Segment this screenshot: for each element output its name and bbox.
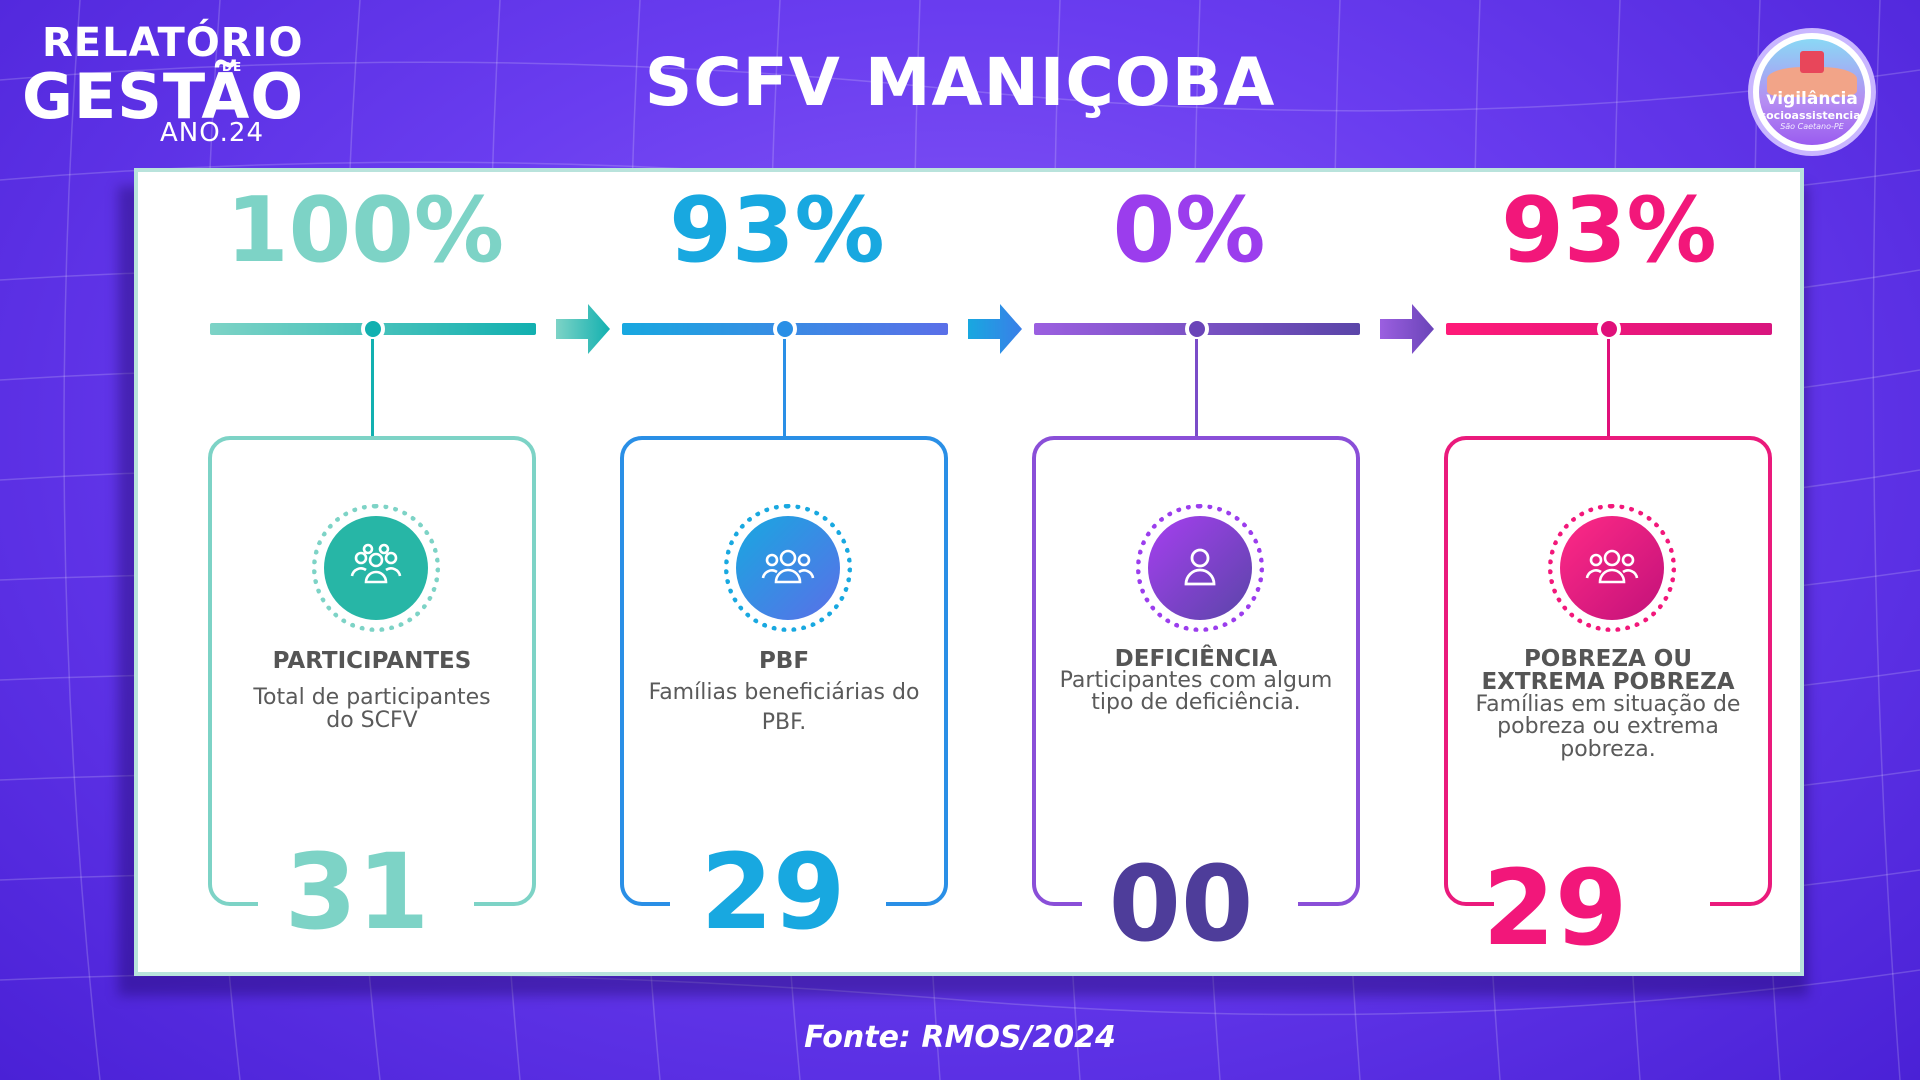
card-pbf: PBF Famílias beneficiárias do PBF. (620, 436, 948, 908)
icon-inner (1560, 516, 1664, 620)
percent-participantes: 100% (225, 178, 505, 283)
source-footer: Fonte: RMOS/2024 (804, 1020, 1116, 1055)
icon-inner (324, 516, 428, 620)
timeline-stem-pobreza (1607, 339, 1610, 439)
card-gap (1494, 898, 1710, 908)
page-title: SCFV MANIÇOBA (644, 44, 1276, 121)
card-gap (670, 898, 886, 908)
icon-badge-deficiencia (1136, 504, 1264, 632)
house-icon (1800, 51, 1824, 73)
logo-city: São Caetano-PE (1780, 122, 1844, 131)
card-title-participantes: PARTICIPANTES (272, 648, 472, 674)
brand-gestao: GESTÃO (22, 60, 305, 133)
vigilancia-logo: vigilância socioassistencial São Caetano… (1748, 28, 1876, 156)
timeline-node-participantes (361, 317, 385, 341)
card-deficiencia: DEFICIÊNCIA Participantes com algum tipo… (1032, 436, 1360, 908)
timeline-stem-participantes (371, 339, 374, 439)
report-brand: RELATÓRIO DE GESTÃO ANO.24 (22, 18, 312, 148)
icon-badge-pobreza (1548, 504, 1676, 632)
count-participantes: 31 (284, 831, 430, 953)
group-icon (761, 549, 815, 584)
card-desc-pobreza: Famílias em situação de pobreza ou extre… (1475, 692, 1741, 762)
timeline-node-deficiencia (1185, 317, 1209, 341)
timeline-node-pbf (773, 317, 797, 341)
card-gap (1082, 898, 1298, 908)
percent-pobreza: 93% (1501, 178, 1717, 283)
icon-badge-pbf (724, 504, 852, 632)
card-participantes: PARTICIPANTES Total de participantes do … (208, 436, 536, 908)
count-deficiencia: 00 (1108, 843, 1254, 965)
timeline-stem-deficiencia (1195, 339, 1198, 439)
card-desc-deficiencia: Participantes com algum tipo de deficiên… (1059, 668, 1333, 716)
brand-ano: ANO.24 (160, 118, 264, 148)
arrow-right-icon (968, 304, 1022, 354)
icon-badge-participantes (312, 504, 440, 632)
indicators-panel: 100% PARTICIPANTES Total de participante… (134, 168, 1804, 976)
card-gap (258, 898, 474, 908)
brand-de: DE (222, 60, 243, 74)
card-pobreza: POBREZA OU EXTREMA POBREZA Famílias em s… (1444, 436, 1772, 908)
count-pobreza: 29 (1482, 847, 1628, 969)
icon-ring (724, 504, 852, 632)
logo-text: vigilância (1766, 89, 1858, 109)
icon-ring (312, 504, 440, 632)
arrow-right-icon (1380, 304, 1434, 354)
logo-subtext: socioassistencial (1759, 109, 1865, 122)
group-icon (350, 543, 402, 584)
timeline-node-pobreza (1597, 317, 1621, 341)
card-desc-participantes: Total de participantes do SCFV (253, 685, 491, 734)
card-title-pobreza: POBREZA OU EXTREMA POBREZA (1481, 646, 1735, 696)
count-pbf: 29 (700, 831, 846, 953)
percent-deficiencia: 0% (1112, 178, 1266, 283)
brand-relatorio: RELATÓRIO (42, 20, 304, 66)
icon-inner (736, 516, 840, 620)
person-icon (1184, 548, 1216, 586)
percent-pbf: 93% (669, 178, 885, 283)
arrow-right-icon (556, 304, 610, 354)
icon-ring (1136, 504, 1264, 632)
card-title-deficiencia: DEFICIÊNCIA (1114, 646, 1278, 672)
card-title-pbf: PBF (758, 648, 810, 674)
timeline-stem-pbf (783, 339, 786, 439)
group-icon (1585, 549, 1639, 584)
card-desc-pbf: Famílias beneficiárias do PBF. (648, 680, 920, 735)
icon-inner (1148, 516, 1252, 620)
icon-ring (1548, 504, 1676, 632)
